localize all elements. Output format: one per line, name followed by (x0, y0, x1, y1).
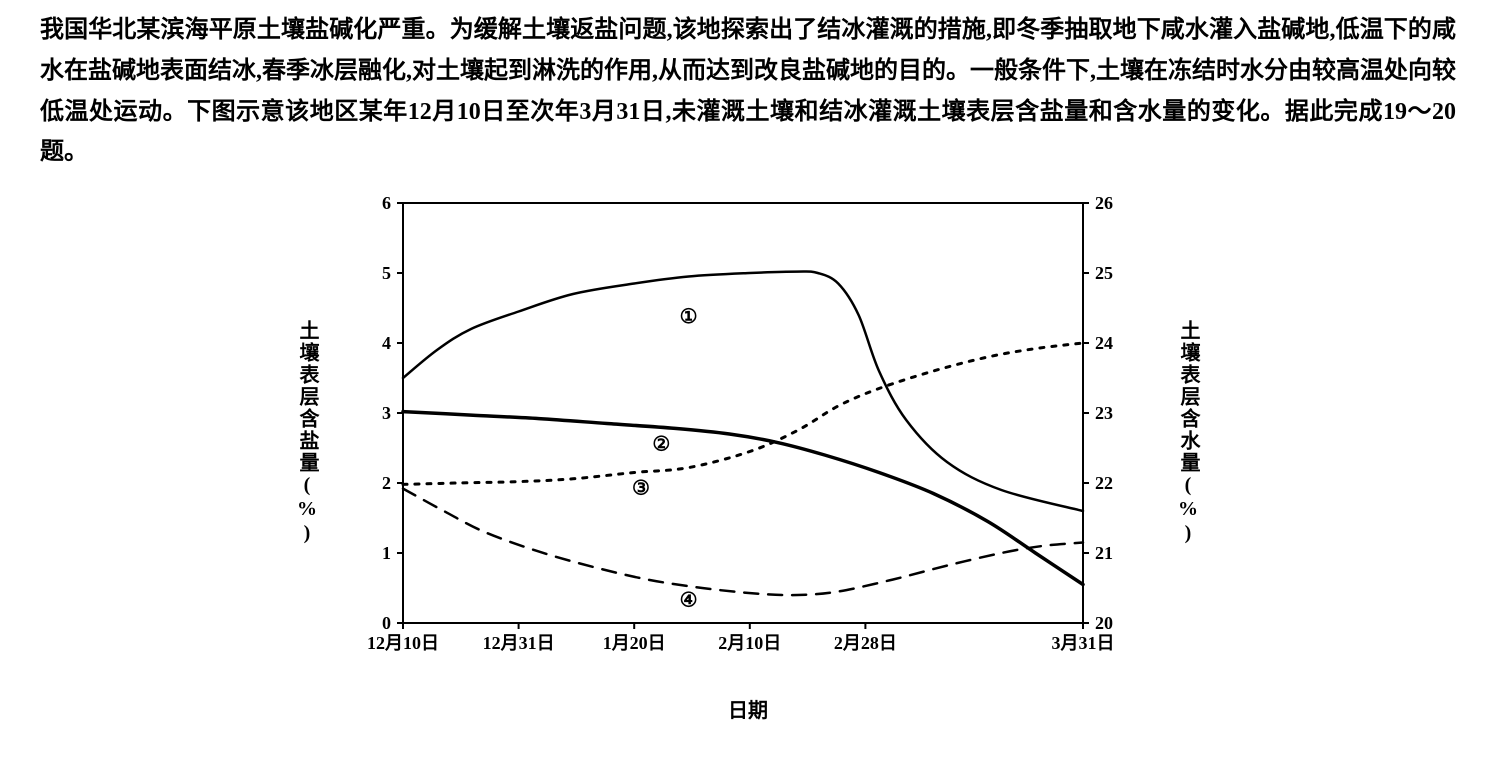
chart-svg: 01234562021222324252612月10日12月31日1月20日2月… (323, 183, 1173, 683)
svg-text:21: 21 (1095, 543, 1113, 563)
svg-text:12月31日: 12月31日 (483, 633, 555, 653)
series-① (403, 272, 1083, 511)
soil-chart: 土壤表层含盐量(%) 土壤表层含水量(%) 日期 012345620212223… (323, 183, 1173, 683)
svg-text:2: 2 (382, 473, 391, 493)
svg-text:3月31日: 3月31日 (1052, 633, 1115, 653)
svg-text:20: 20 (1095, 613, 1113, 633)
svg-text:1: 1 (382, 543, 391, 563)
series-③ (403, 343, 1083, 484)
question-passage: 我国华北某滨海平原土壤盐碱化严重。为缓解土壤返盐问题,该地探索出了结冰灌溉的措施… (40, 10, 1456, 173)
series-label-①: ① (680, 306, 698, 328)
x-axis-label: 日期 (728, 694, 768, 723)
svg-text:4: 4 (382, 333, 391, 353)
svg-text:6: 6 (382, 193, 391, 213)
series-label-②: ② (652, 434, 670, 456)
y-axis-left-label: 土壤表层含盐量(%) (293, 320, 322, 546)
svg-text:2月28日: 2月28日 (834, 633, 897, 653)
svg-text:2月10日: 2月10日 (718, 633, 781, 653)
svg-text:5: 5 (382, 263, 391, 283)
svg-text:23: 23 (1095, 403, 1113, 423)
series-④ (403, 489, 1083, 596)
svg-text:12月10日: 12月10日 (367, 633, 439, 653)
svg-text:25: 25 (1095, 263, 1113, 283)
svg-text:22: 22 (1095, 473, 1113, 493)
svg-text:0: 0 (382, 613, 391, 633)
series-label-③: ③ (632, 478, 650, 500)
y-axis-right-label: 土壤表层含水量(%) (1174, 320, 1203, 546)
svg-text:1月20日: 1月20日 (603, 633, 666, 653)
svg-text:26: 26 (1095, 193, 1113, 213)
passage-text: 我国华北某滨海平原土壤盐碱化严重。为缓解土壤返盐问题,该地探索出了结冰灌溉的措施… (40, 17, 1456, 165)
svg-text:3: 3 (382, 403, 391, 423)
svg-text:24: 24 (1095, 333, 1113, 353)
series-label-④: ④ (680, 590, 698, 612)
